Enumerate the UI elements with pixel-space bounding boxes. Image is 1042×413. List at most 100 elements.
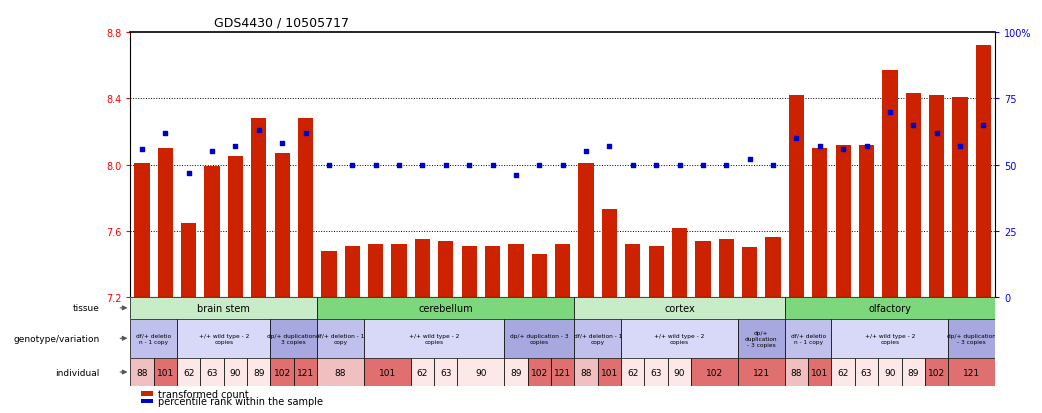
Text: 102: 102	[530, 368, 548, 377]
Bar	[345, 246, 359, 297]
Bar	[574, 358, 598, 386]
Bar	[809, 358, 832, 386]
Bar	[883, 71, 897, 297]
Bar	[439, 241, 453, 297]
Bar	[317, 297, 574, 319]
Point	[554, 162, 571, 169]
Bar	[691, 358, 738, 386]
Point	[718, 162, 735, 169]
Bar	[317, 358, 364, 386]
Point	[928, 130, 945, 137]
Point	[577, 149, 594, 155]
Text: 88: 88	[334, 368, 346, 377]
Point	[250, 128, 267, 134]
Text: 89: 89	[908, 368, 919, 377]
Bar	[602, 210, 617, 297]
Bar	[695, 241, 711, 297]
Text: 62: 62	[627, 368, 639, 377]
Text: 63: 63	[861, 368, 872, 377]
Text: 88: 88	[791, 368, 802, 377]
Text: 101: 101	[156, 368, 174, 377]
Bar	[668, 358, 691, 386]
Bar	[859, 145, 874, 297]
Bar	[574, 319, 621, 358]
Point	[812, 143, 828, 150]
Bar	[812, 149, 827, 297]
Bar	[901, 358, 925, 386]
Bar	[130, 319, 177, 358]
Bar	[251, 119, 267, 297]
Text: +/+ wild type - 2
copies: +/+ wild type - 2 copies	[408, 333, 460, 344]
Bar	[645, 358, 668, 386]
Bar	[177, 319, 271, 358]
Bar	[153, 358, 177, 386]
Bar	[392, 244, 406, 297]
Point	[204, 149, 221, 155]
Point	[180, 170, 197, 176]
Bar	[836, 145, 850, 297]
Bar	[508, 244, 523, 297]
Text: 88: 88	[137, 368, 148, 377]
Bar	[411, 358, 435, 386]
Text: df/+ deletio
n - 1 copy: df/+ deletio n - 1 copy	[137, 333, 171, 344]
Point	[951, 143, 968, 150]
Bar	[435, 358, 457, 386]
Bar	[929, 96, 944, 297]
Bar	[648, 246, 664, 297]
Bar	[181, 223, 196, 297]
Point	[835, 146, 851, 153]
Text: dp/+ duplication
- 3 copies: dp/+ duplication - 3 copies	[947, 333, 996, 344]
Text: 63: 63	[206, 368, 218, 377]
Text: 88: 88	[580, 368, 592, 377]
Bar	[485, 246, 500, 297]
Bar	[317, 319, 364, 358]
Bar	[948, 319, 995, 358]
Bar	[247, 358, 271, 386]
Bar	[271, 358, 294, 386]
Bar	[271, 319, 317, 358]
Text: +/+ wild type - 2
copies: +/+ wild type - 2 copies	[199, 333, 249, 344]
Bar	[785, 297, 995, 319]
Bar	[527, 358, 551, 386]
Bar	[364, 358, 411, 386]
Bar	[621, 358, 645, 386]
Text: 102: 102	[928, 368, 945, 377]
Point	[507, 173, 524, 179]
Text: 89: 89	[253, 368, 265, 377]
Text: dp/+
duplication
- 3 copies: dp/+ duplication - 3 copies	[745, 330, 777, 347]
Point	[133, 146, 150, 153]
Text: 121: 121	[297, 368, 314, 377]
Bar	[504, 319, 574, 358]
Bar	[457, 358, 504, 386]
Point	[859, 143, 875, 150]
Point	[882, 109, 898, 116]
Bar	[952, 97, 968, 297]
Text: 62: 62	[838, 368, 849, 377]
Point	[671, 162, 688, 169]
Text: cerebellum: cerebellum	[419, 303, 473, 313]
Point	[438, 162, 454, 169]
Bar	[531, 254, 547, 297]
Text: dp/+ duplication -
3 copies: dp/+ duplication - 3 copies	[268, 333, 320, 344]
Point	[344, 162, 361, 169]
Point	[695, 162, 712, 169]
Text: 101: 101	[601, 368, 618, 377]
Point	[274, 141, 291, 147]
Text: +/+ wild type - 2
copies: +/+ wild type - 2 copies	[865, 333, 915, 344]
Bar	[672, 228, 687, 297]
Point	[765, 162, 782, 169]
Bar	[294, 358, 317, 386]
Bar	[742, 248, 758, 297]
Point	[414, 162, 430, 169]
Bar	[275, 154, 290, 297]
Bar	[738, 358, 785, 386]
Bar	[364, 319, 504, 358]
Bar	[504, 358, 527, 386]
Bar	[738, 319, 785, 358]
Bar	[878, 358, 901, 386]
Text: 121: 121	[752, 368, 770, 377]
Text: df/+ deletio
n - 1 copy: df/+ deletio n - 1 copy	[791, 333, 825, 344]
Text: cortex: cortex	[664, 303, 695, 313]
Bar	[415, 240, 430, 297]
Bar	[368, 244, 383, 297]
